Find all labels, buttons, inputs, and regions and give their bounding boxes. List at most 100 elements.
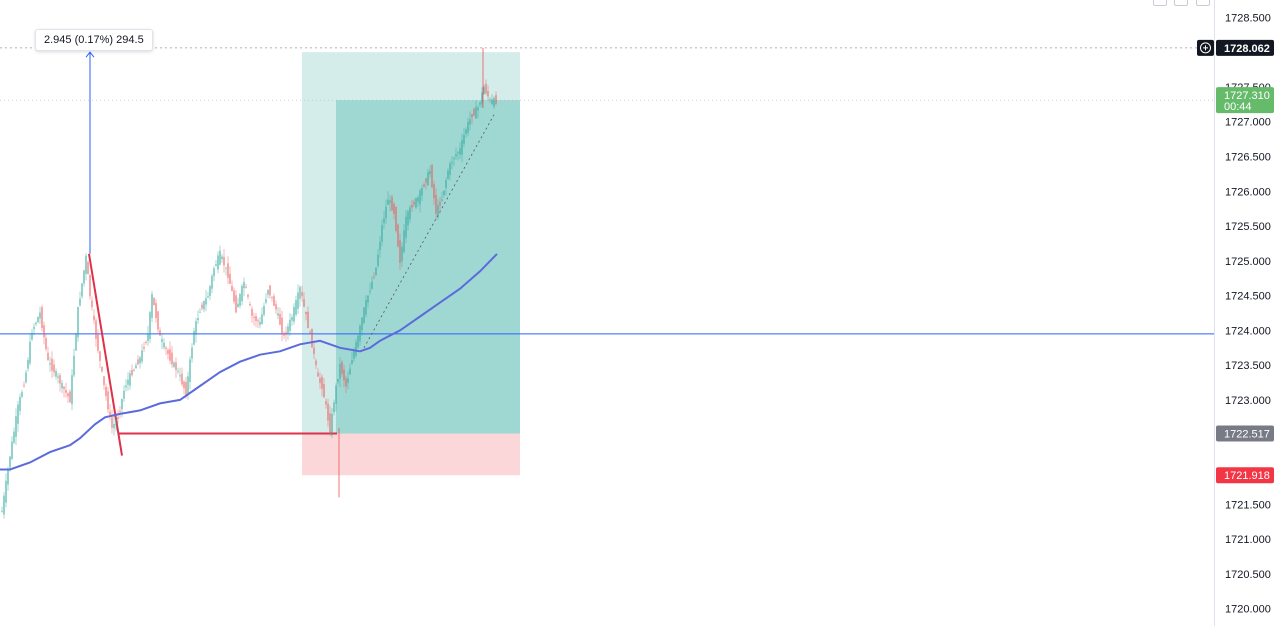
candle-body <box>345 378 347 387</box>
candle-body <box>329 413 331 435</box>
candle-body <box>491 99 493 104</box>
candle-body <box>373 276 375 278</box>
candle-body <box>179 375 181 377</box>
candle-body <box>443 190 445 196</box>
candle-body <box>369 290 371 292</box>
candle-body <box>299 287 301 299</box>
candle-body <box>95 320 97 339</box>
candle-body <box>109 411 111 415</box>
measure-arrow-head <box>85 51 95 58</box>
candle-body <box>225 267 227 269</box>
price-tag-stop <box>1216 467 1274 484</box>
candle-body <box>63 386 65 390</box>
candle-body <box>407 211 409 226</box>
candle-body <box>25 372 27 383</box>
candle-body <box>377 254 379 267</box>
candle-body <box>297 292 299 309</box>
candle-body <box>447 170 449 179</box>
candle-body <box>431 165 433 187</box>
candle-body <box>421 188 423 196</box>
candle-body <box>93 315 95 321</box>
candle-body <box>229 273 231 284</box>
candle-body <box>243 281 245 289</box>
candle-body <box>403 230 405 252</box>
y-tick-label: 1720.000 <box>1225 604 1271 616</box>
candle-body <box>453 157 455 159</box>
candle-body <box>65 390 67 393</box>
y-tick-label: 1726.000 <box>1225 186 1271 198</box>
candle-body <box>413 201 415 205</box>
candle-body <box>401 246 403 262</box>
candle-body <box>281 317 283 334</box>
candle-body <box>379 241 381 251</box>
candle-body <box>267 290 269 295</box>
candle-body <box>73 355 75 376</box>
candle-body <box>21 392 23 397</box>
y-tick-label: 1720.500 <box>1225 569 1271 581</box>
candle-body <box>323 383 325 398</box>
candle-body <box>171 352 173 365</box>
price-tag-label: 1721.918 <box>1224 470 1270 482</box>
y-tick-label: 1723.500 <box>1225 360 1271 372</box>
candle-body <box>11 441 13 459</box>
window-icon[interactable] <box>1196 0 1210 6</box>
candle-body <box>175 362 177 371</box>
candle-body <box>185 381 187 396</box>
candle-body <box>319 378 321 383</box>
candle-body <box>405 216 407 238</box>
candle-body <box>437 204 439 218</box>
candle-body <box>51 358 53 371</box>
candle-body <box>29 341 31 364</box>
candle-body <box>353 351 355 359</box>
candle-body <box>411 204 413 208</box>
candle-body <box>213 268 215 277</box>
chevron-down-icon[interactable] <box>1153 0 1167 6</box>
candle-body <box>157 311 159 330</box>
candle-body <box>275 304 277 310</box>
candle-body <box>169 349 171 361</box>
profit-zone-outer <box>302 52 520 434</box>
candle-body <box>235 295 237 313</box>
candle-body <box>255 316 257 322</box>
candle-body <box>71 375 73 405</box>
candle-body <box>85 255 87 274</box>
candle-body <box>215 264 217 266</box>
y-tick-label: 1728.500 <box>1225 12 1271 24</box>
candle-body <box>155 303 157 318</box>
candle-body <box>343 369 345 381</box>
candle-body <box>251 308 253 316</box>
candle-body <box>455 154 457 157</box>
candle-body <box>167 349 169 354</box>
candle-body <box>391 196 393 211</box>
candle-body <box>351 360 353 364</box>
candle-body <box>277 313 279 316</box>
candle-body <box>147 333 149 341</box>
candle-body <box>409 207 411 220</box>
close-icon[interactable] <box>1174 0 1188 6</box>
candle-body <box>261 314 263 324</box>
candle-body <box>435 194 437 214</box>
candle-body <box>119 411 121 413</box>
candle-body <box>429 170 431 175</box>
drawing-lines <box>0 47 1214 456</box>
y-tick-label: 1721.500 <box>1225 499 1271 511</box>
y-tick-label: 1727.000 <box>1225 117 1271 129</box>
candle-body <box>207 296 209 298</box>
candle-body <box>363 307 365 323</box>
candle-body <box>139 357 141 364</box>
candle-body <box>143 347 145 349</box>
candle-body <box>201 304 203 309</box>
candle-body <box>441 199 443 201</box>
candle-body <box>303 299 305 307</box>
candle-body <box>253 316 255 318</box>
candle-body <box>5 480 7 503</box>
candle-body <box>311 328 313 348</box>
candle-body <box>463 135 465 144</box>
candle-body <box>41 307 43 329</box>
candle-body <box>365 300 367 315</box>
price-tag-label: 1728.062 <box>1224 43 1270 55</box>
candle-body <box>223 256 225 266</box>
candle-body <box>173 362 175 367</box>
candle-body <box>249 303 251 306</box>
